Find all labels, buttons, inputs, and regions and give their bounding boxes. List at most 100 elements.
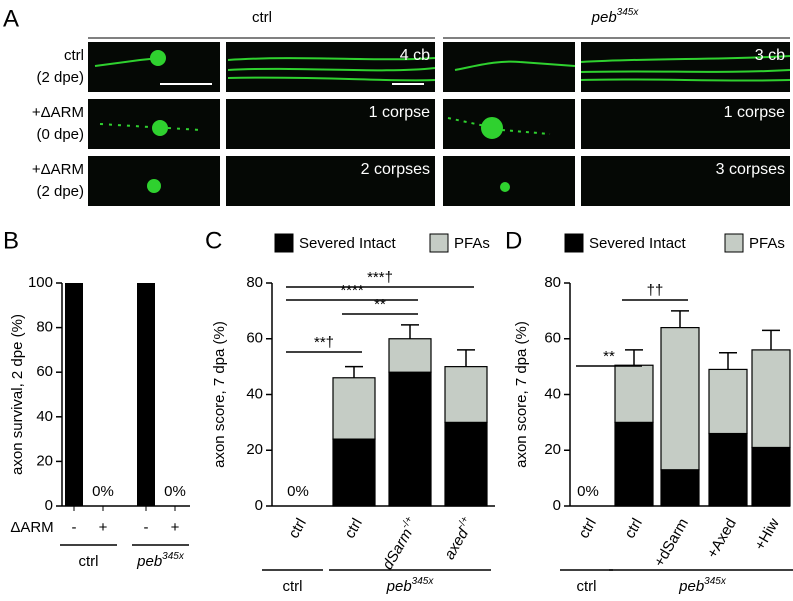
x-axis-title: ΔARM xyxy=(10,519,53,536)
legend-label: PFAs xyxy=(454,235,490,252)
bar-segment xyxy=(388,371,432,507)
bar-segment xyxy=(444,366,488,423)
row-label: +ΔARM xyxy=(32,104,84,121)
x-tick-label: ctrl xyxy=(575,515,600,541)
significance-label: **† xyxy=(314,334,334,351)
y-tick-label: 40 xyxy=(246,385,263,402)
x-tick-label: + xyxy=(99,519,108,536)
x-tick-label-text: ctrl xyxy=(341,515,366,541)
x-tick-label-text: axed xyxy=(441,525,472,562)
panel-letter: C xyxy=(205,227,222,254)
significance-label: ***† xyxy=(367,269,393,286)
y-tick-label: 0 xyxy=(45,497,53,514)
bar-segment xyxy=(708,432,748,507)
group-label: peb345x xyxy=(136,551,185,570)
x-tick-label-text: +Axed xyxy=(704,515,740,561)
y-tick-label: 0 xyxy=(255,497,263,514)
image-label: 1 corpse xyxy=(369,104,430,121)
x-tick-label-text: ctrl xyxy=(575,515,600,541)
group-label-base: peb xyxy=(386,578,412,595)
value-label: 0% xyxy=(577,483,599,500)
group-label: ctrl xyxy=(79,553,99,570)
panel-letter: B xyxy=(3,227,19,254)
legend-label: Severed Intact xyxy=(589,235,687,252)
y-axis-title: axon survival, 2 dpe (%) xyxy=(9,314,26,475)
legend-swatch xyxy=(564,233,584,253)
x-tick-label-text: dSarm xyxy=(379,526,416,573)
x-tick-label: + xyxy=(171,519,180,536)
x-tick-label: +dSarm xyxy=(651,515,692,569)
y-tick-label: 80 xyxy=(544,274,561,291)
bar-segment xyxy=(332,377,376,440)
bar xyxy=(137,283,155,506)
value-label: 0% xyxy=(287,483,309,500)
group-label: peb345x xyxy=(386,576,435,595)
significance-label: †† xyxy=(647,282,664,299)
micrograph xyxy=(443,42,575,92)
y-tick-label: 0 xyxy=(553,497,561,514)
y-tick-label: 80 xyxy=(36,319,53,336)
bar xyxy=(65,283,83,506)
bar-segment xyxy=(751,446,791,507)
column-header-sup: 345x xyxy=(617,7,640,18)
x-tick-label: ctrl xyxy=(285,515,310,541)
x-tick-label: dSarm-/+ xyxy=(377,514,422,572)
x-tick-label: +Axed xyxy=(704,515,740,561)
group-label-sup: 345x xyxy=(704,576,727,587)
group-label-base: peb xyxy=(678,578,704,595)
neurites xyxy=(94,50,791,193)
bar-segment xyxy=(660,469,700,507)
group-label: ctrl xyxy=(283,578,303,595)
panel-letter: D xyxy=(505,227,522,254)
bar-segment xyxy=(388,338,432,373)
legend-label: Severed Intact xyxy=(299,235,397,252)
image-label: 1 corpse xyxy=(724,104,785,121)
micrograph xyxy=(443,156,575,206)
y-tick-label: 20 xyxy=(36,452,53,469)
x-tick-label: - xyxy=(144,519,149,536)
significance-label: ** xyxy=(603,348,615,365)
group-label: peb345x xyxy=(678,576,727,595)
x-tick-label: - xyxy=(72,519,77,536)
group-label-base: peb xyxy=(136,553,162,570)
column-header-base: peb xyxy=(591,9,617,26)
y-axis-title: axon score, 7 dpa (%) xyxy=(211,321,228,468)
row-label: (2 dpe) xyxy=(36,69,84,86)
y-tick-label: 60 xyxy=(246,330,263,347)
panel-letter: A xyxy=(3,5,19,32)
group-label: ctrl xyxy=(577,578,597,595)
x-tick-label-text: +dSarm xyxy=(651,515,692,569)
group-label-sup: 345x xyxy=(412,576,435,587)
x-tick-label-text: ctrl xyxy=(285,515,310,541)
bar-segment xyxy=(708,368,748,435)
x-tick-label: +Hiw xyxy=(751,515,783,553)
y-tick-label: 40 xyxy=(544,385,561,402)
image-label: 4 cb xyxy=(400,47,430,64)
y-tick-label: 100 xyxy=(28,274,53,291)
image-label: 3 corpses xyxy=(716,161,785,178)
y-tick-label: 20 xyxy=(544,441,561,458)
micrograph xyxy=(581,42,790,92)
value-label: 0% xyxy=(92,483,114,500)
micrograph xyxy=(226,99,435,149)
bar-segment xyxy=(614,421,654,507)
x-tick-label-text: ctrl xyxy=(621,515,646,541)
legend-swatch xyxy=(429,233,449,253)
significance-label: ** xyxy=(374,296,386,313)
legend-label: PFAs xyxy=(749,235,785,252)
image-label: 2 corpses xyxy=(361,161,430,178)
y-axis-title: axon score, 7 dpa (%) xyxy=(513,321,530,468)
bar-segment xyxy=(660,327,700,471)
x-tick-label: axed-/+ xyxy=(439,514,478,562)
micrographs xyxy=(88,42,791,206)
image-label: 3 cb xyxy=(755,47,785,64)
x-tick-label-sup: -/+ xyxy=(399,514,415,530)
legend-swatch xyxy=(724,233,744,253)
y-tick-label: 60 xyxy=(36,363,53,380)
micrograph xyxy=(443,99,575,149)
x-tick-label-text: +Hiw xyxy=(751,515,783,553)
row-label: ctrl xyxy=(64,47,84,64)
bar-segment xyxy=(751,349,791,449)
y-tick-label: 20 xyxy=(246,441,263,458)
